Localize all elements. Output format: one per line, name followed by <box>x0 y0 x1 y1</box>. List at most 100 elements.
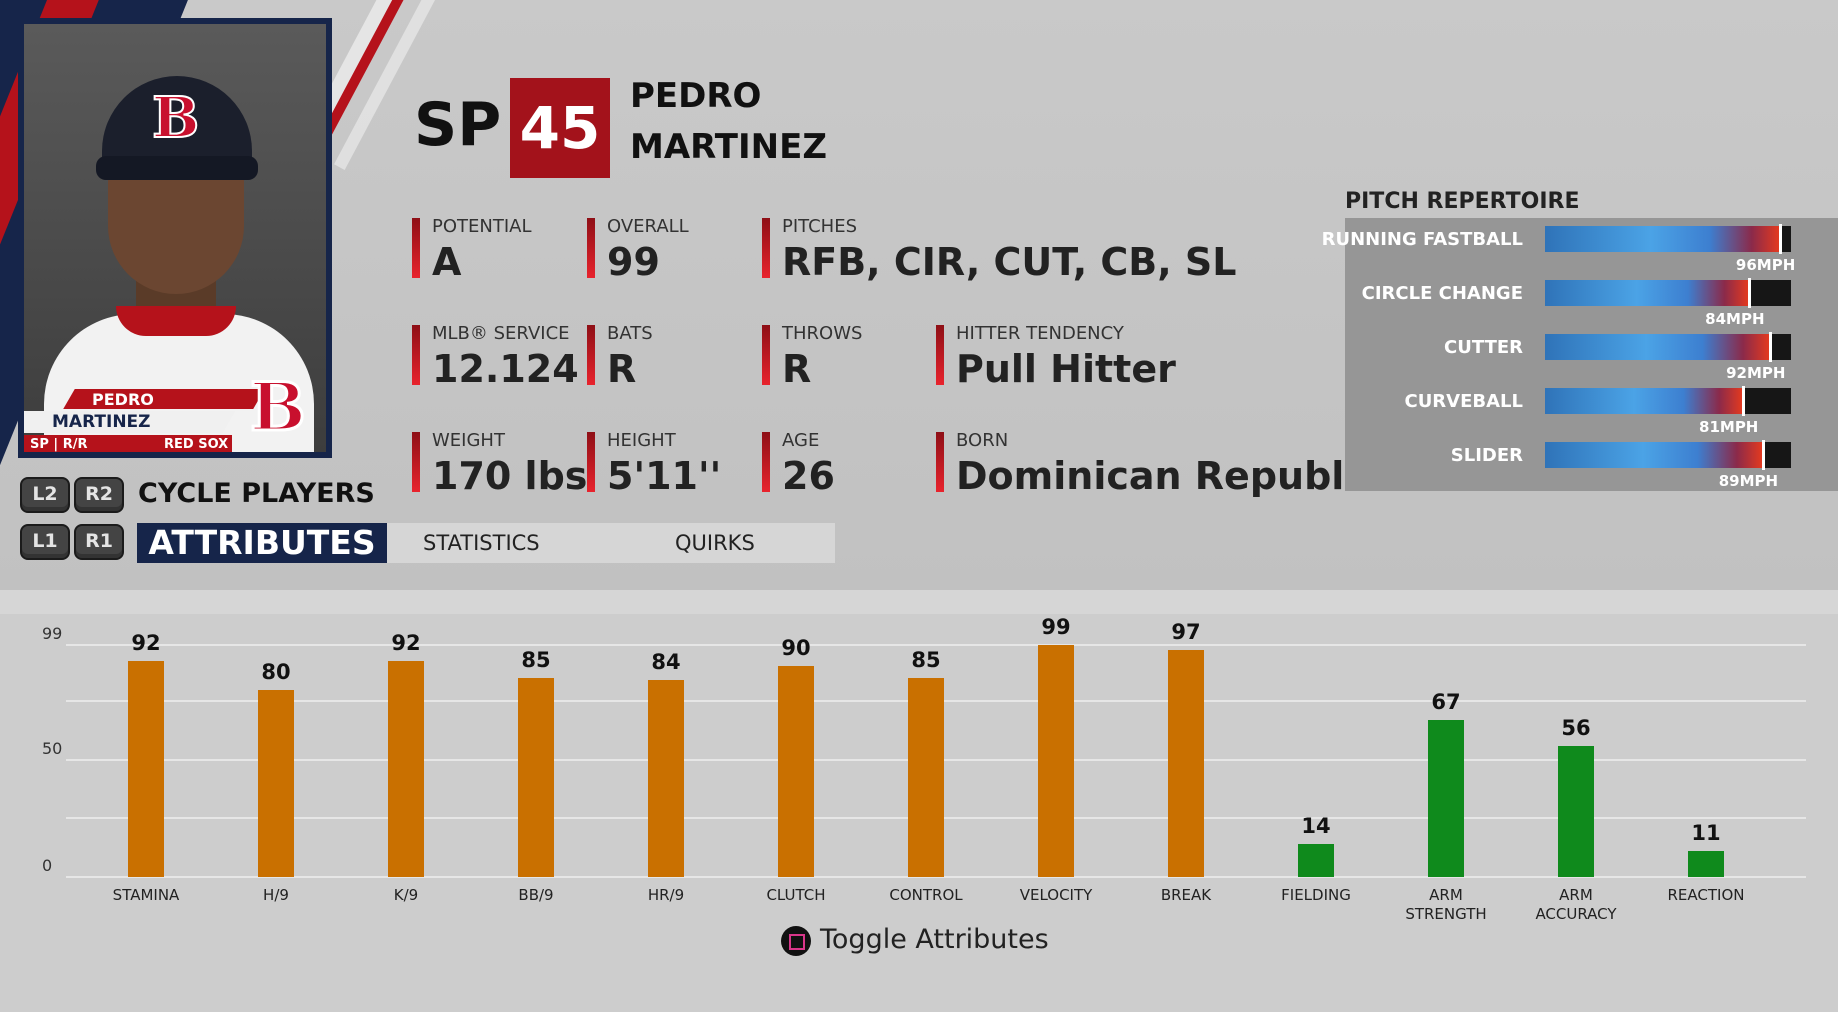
category-label: K/9 <box>393 886 419 904</box>
info-label: WEIGHT <box>432 430 505 451</box>
team-logo: B <box>249 368 308 446</box>
r2-button[interactable]: R2 <box>74 477 124 513</box>
l1-button[interactable]: L1 <box>20 524 70 560</box>
category-label: CONTROL <box>889 886 963 904</box>
tab-quirks[interactable]: QUIRKS <box>675 531 755 555</box>
y-tick-label: 0 <box>42 856 53 875</box>
bar-value-label: 97 <box>1171 619 1201 644</box>
attribute-bar-fielding <box>1298 844 1334 877</box>
info-label: OVERALL <box>607 216 689 237</box>
category-label: CLUTCH <box>766 886 826 904</box>
attribute-bar-arm-strength <box>1428 719 1464 877</box>
info-value: A <box>432 240 462 284</box>
r1-button[interactable]: R1 <box>74 524 124 560</box>
bar-value-label: 85 <box>521 647 551 672</box>
bar-value-label: 80 <box>261 659 291 684</box>
overall-badge: 45 <box>510 78 610 178</box>
tab-attributes[interactable]: ATTRIBUTES <box>137 523 387 563</box>
pitch-speed-bar <box>1545 278 1791 308</box>
category-label: H/9 <box>263 886 289 904</box>
pitch-speed-bar <box>1545 224 1791 254</box>
pitch-name: SLIDER <box>1450 445 1523 466</box>
pitch-name: CURVEBALL <box>1404 391 1523 412</box>
pitch-speed-label: 89MPH <box>1718 472 1779 490</box>
category-label: ARM ACCURACY <box>1535 886 1617 923</box>
category-label: STAMINA <box>112 886 180 904</box>
pitch-speed-fill <box>1545 280 1750 306</box>
attribute-bar-reaction <box>1688 851 1724 877</box>
attribute-bar-hr-9 <box>648 680 684 877</box>
info-value: RFB, CIR, CUT, CB, SL <box>782 240 1237 284</box>
attribute-bar-stamina <box>128 661 164 877</box>
grid-line <box>66 644 1806 646</box>
pitch-speed-fill <box>1545 226 1780 252</box>
bar-value-label: 56 <box>1561 715 1591 740</box>
bar-value-label: 14 <box>1301 814 1331 839</box>
info-label: MLB® SERVICE <box>432 323 570 344</box>
player-last-name: MARTINEZ <box>630 127 827 167</box>
info-value: R <box>782 347 812 391</box>
info-label: HEIGHT <box>607 430 676 451</box>
category-label: REACTION <box>1667 886 1745 904</box>
info-label: BORN <box>956 430 1009 451</box>
attribute-bar-h-9 <box>258 689 294 877</box>
square-button-icon <box>781 926 811 956</box>
bar-value-label: 92 <box>131 631 161 656</box>
pitch-name: CIRCLE CHANGE <box>1361 283 1523 304</box>
attribute-bar-clutch <box>778 666 814 877</box>
pitch-speed-fill <box>1545 442 1763 468</box>
cycle-players-label: CYCLE PLAYERS <box>138 478 375 509</box>
attribute-bar-arm-accuracy <box>1558 745 1594 877</box>
player-card: B PEDRO MARTINEZ SP | R/R RED SOX B <box>18 18 332 458</box>
info-value: 99 <box>607 240 660 284</box>
bar-value-label: 84 <box>651 650 681 675</box>
pitch-speed-marker <box>1748 278 1752 308</box>
attribute-bar-break <box>1168 649 1204 877</box>
bar-value-label: 67 <box>1431 689 1461 714</box>
bar-value-label: 90 <box>781 636 811 661</box>
pitch-speed-label: 92MPH <box>1726 364 1786 382</box>
pitch-speed-bar <box>1545 332 1791 362</box>
y-tick-label: 50 <box>42 738 63 758</box>
bar-value-label: 11 <box>1691 821 1721 846</box>
pitch-speed-marker <box>1769 332 1773 362</box>
player-first-name: PEDRO <box>630 76 762 116</box>
attribute-bar-velocity <box>1038 645 1074 877</box>
category-label: HR/9 <box>647 886 685 904</box>
pitch-speed-label: 81MPH <box>1699 418 1759 436</box>
pitch-speed-marker <box>1778 224 1782 254</box>
divider <box>0 590 1838 614</box>
toggle-attributes-label: Toggle Attributes <box>820 924 1049 955</box>
info-label: AGE <box>782 430 820 451</box>
cap-logo: B <box>151 85 200 151</box>
info-value: Pull Hitter <box>956 347 1176 391</box>
attribute-bar-k-9 <box>388 661 424 877</box>
card-pos-bats-throws: SP | R/R <box>30 437 88 452</box>
card-team: RED SOX <box>164 437 229 452</box>
player-position: SP <box>414 90 502 160</box>
info-label: POTENTIAL <box>432 216 532 237</box>
pitch-speed-fill <box>1545 388 1744 414</box>
info-label: HITTER TENDENCY <box>956 323 1124 344</box>
pitch-speed-marker <box>1761 440 1765 470</box>
info-value: Dominican Republic <box>956 454 1380 498</box>
pitch-name: CUTTER <box>1444 337 1523 358</box>
category-label: ARM STRENGTH <box>1405 886 1487 923</box>
info-value: R <box>607 347 637 391</box>
pitch-speed-label: 84MPH <box>1705 310 1765 328</box>
pitch-speed-fill <box>1545 334 1771 360</box>
info-label: BATS <box>607 323 653 344</box>
card-nameplate: PEDRO MARTINEZ SP | R/R RED SOX <box>24 369 326 452</box>
pitch-speed-bar <box>1545 440 1791 470</box>
info-label: THROWS <box>782 323 863 344</box>
category-label: FIELDING <box>1281 886 1351 904</box>
info-value: 5'11'' <box>607 454 722 498</box>
tab-strip <box>387 523 835 563</box>
bar-value-label: 92 <box>391 631 421 656</box>
pitch-speed-marker <box>1742 386 1746 416</box>
tab-statistics[interactable]: STATISTICS <box>423 531 540 555</box>
pitch-speed-label: 96MPH <box>1735 256 1796 274</box>
info-value: 26 <box>782 454 835 498</box>
l2-button[interactable]: L2 <box>20 477 70 513</box>
grid-line <box>66 876 1806 878</box>
